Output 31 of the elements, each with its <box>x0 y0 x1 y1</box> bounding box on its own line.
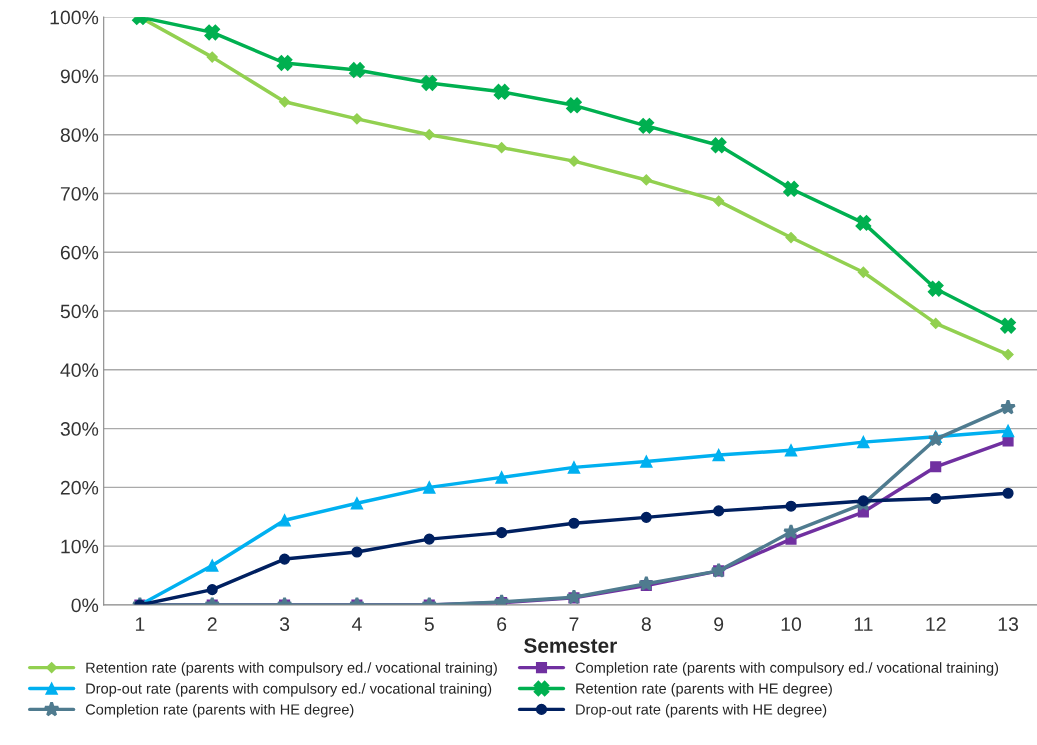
legend-label: Drop-out rate (parents with compulsory ed./ vocational training) <box>86 683 492 697</box>
x-axis-title: Semester <box>524 638 617 653</box>
x-tick-label: 12 <box>926 617 946 631</box>
y-tick-label: 40% <box>60 363 99 378</box>
y-tick-label: 60% <box>60 245 99 260</box>
x-tick-label: 6 <box>497 617 507 632</box>
legend-label: Completion rate (parents with compulsory ed./ vocational training) <box>575 662 999 676</box>
y-tick-label: 10% <box>61 539 99 554</box>
legend-label: Retention rate (parents with compulsory ed./ vocational training) <box>86 662 497 676</box>
y-tick-label: 100% <box>50 10 99 25</box>
y-tick-label: 50% <box>60 304 99 319</box>
x-tick-label: 4 <box>351 617 362 631</box>
x-tick-label: 10 <box>781 617 802 632</box>
x-tick-label: 2 <box>207 617 217 631</box>
x-tick-label: 3 <box>279 617 290 632</box>
x-tick-label: 7 <box>569 617 579 631</box>
y-tick-label: 80% <box>60 128 99 142</box>
x-tick-label: 5 <box>424 617 434 632</box>
x-tick-label: 13 <box>998 617 1019 632</box>
y-tick-label: 90% <box>60 69 99 84</box>
x-tick-label: 1 <box>135 617 145 631</box>
y-tick-label: 0% <box>71 598 99 613</box>
x-tick-label: 9 <box>714 617 724 632</box>
y-tick-label: 70% <box>60 186 99 201</box>
legend-label: Completion rate (parents with HE degree) <box>85 703 354 718</box>
y-tick-label: 20% <box>60 480 99 495</box>
x-tick-label: 11 <box>854 617 873 631</box>
legend-label: Retention rate (parents with HE degree) <box>576 683 832 697</box>
x-tick-label: 8 <box>641 617 651 632</box>
legend-label: Drop-out rate (parents with HE degree) <box>576 703 827 718</box>
y-tick-label: 30% <box>60 422 99 436</box>
